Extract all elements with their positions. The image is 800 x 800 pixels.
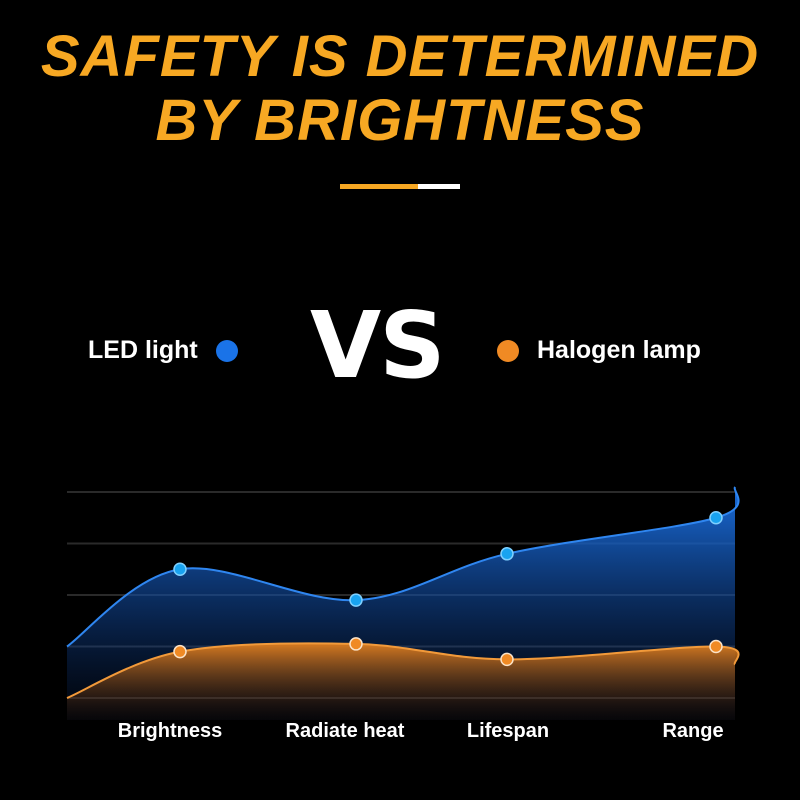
data-point [500, 547, 514, 561]
legend-led: LED light [88, 336, 238, 365]
legend-led-label: LED light [88, 336, 198, 364]
data-point [349, 637, 363, 651]
legend-led-dot [215, 339, 238, 362]
category-label: Brightness [118, 720, 222, 742]
title-line-1: SAFETY IS DETERMINED [40, 24, 760, 89]
category-label: Range [662, 720, 723, 742]
legend-halogen: Halogen lamp [497, 336, 701, 365]
legend-halogen-dot [497, 339, 519, 362]
data-point [349, 593, 363, 607]
category-label: Lifespan [467, 720, 549, 742]
title-line-2: BY BRIGHTNESS [155, 88, 645, 153]
divider-accent [340, 184, 418, 189]
data-point [709, 511, 723, 525]
data-point [173, 644, 187, 659]
vs-label: VS [310, 292, 445, 399]
legend-halogen-label: Halogen lamp [537, 336, 701, 364]
data-point [500, 652, 514, 667]
series-area-1 [67, 643, 739, 720]
data-point [709, 639, 723, 654]
divider-white [418, 184, 460, 189]
category-label: Radiate heat [286, 720, 405, 742]
page-title: SAFETY IS DETERMINED BY BRIGHTNESS [0, 25, 800, 153]
data-point [173, 562, 187, 576]
